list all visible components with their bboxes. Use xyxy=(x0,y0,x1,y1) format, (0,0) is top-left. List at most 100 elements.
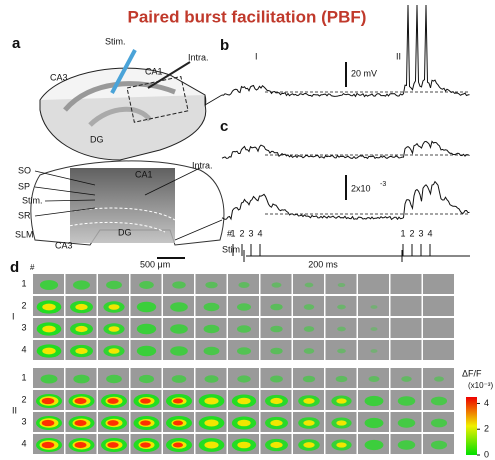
activity-blob xyxy=(237,420,250,427)
epoch-label: I xyxy=(255,51,258,61)
stim-number: 1 xyxy=(400,228,405,238)
activity-blob xyxy=(137,302,156,312)
image-tile xyxy=(391,340,422,360)
stim-number: 2 xyxy=(239,228,244,238)
activity-blob xyxy=(337,305,346,310)
activity-blob xyxy=(107,420,118,426)
activity-blob xyxy=(41,374,58,383)
activity-blob xyxy=(137,346,156,356)
row-label: 4 xyxy=(21,344,26,354)
figure: Paired burst facilitation (PBF) a b c d … xyxy=(0,0,495,460)
annotation: SO xyxy=(18,165,31,175)
activity-blob xyxy=(173,398,183,403)
activity-blob xyxy=(204,419,218,426)
image-tile xyxy=(358,274,389,294)
activity-blob xyxy=(368,376,379,382)
annotation: SP xyxy=(18,181,30,191)
stim-number: 2 xyxy=(409,228,414,238)
activity-blob xyxy=(205,282,217,289)
epoch-label: II xyxy=(396,51,401,61)
row-label: 2 xyxy=(21,394,26,404)
activity-blob xyxy=(237,347,251,355)
activity-blob xyxy=(170,346,188,355)
colorbar-label: ΔF/F xyxy=(462,368,482,378)
stim-number: 3 xyxy=(248,228,253,238)
activity-blob xyxy=(431,419,447,428)
activity-blob xyxy=(371,349,378,353)
activity-blob xyxy=(336,376,348,382)
activity-blob xyxy=(401,376,411,382)
activity-blob xyxy=(336,442,346,447)
activity-blob xyxy=(75,420,87,426)
activity-blob xyxy=(107,398,118,404)
stim-number: 4 xyxy=(427,228,432,238)
activity-blob xyxy=(305,283,314,288)
activity-blob xyxy=(205,375,219,383)
activity-blob xyxy=(204,347,220,356)
group-label: I xyxy=(12,311,15,321)
activity-blob xyxy=(42,304,56,311)
activity-blob xyxy=(106,281,122,290)
activity-blob xyxy=(303,398,314,404)
activity-blob xyxy=(270,326,282,333)
activity-blob xyxy=(270,304,282,311)
activity-blob xyxy=(108,348,119,354)
colorbar-tick-label: 2 xyxy=(484,424,489,434)
image-tile xyxy=(423,340,454,360)
activity-blob xyxy=(237,303,251,311)
interval-label: 200 ms xyxy=(308,259,338,269)
annotation: DG xyxy=(90,134,104,144)
annotation: SLM xyxy=(15,229,34,239)
activity-blob xyxy=(398,440,415,449)
activity-blob xyxy=(140,398,151,403)
activity-blob xyxy=(75,348,87,354)
activity-blob xyxy=(75,398,87,404)
activity-blob xyxy=(172,281,185,288)
annotation: Stim. xyxy=(105,36,126,46)
row-label: 1 xyxy=(21,372,26,382)
stim-number: 4 xyxy=(257,228,262,238)
stim-number: 1 xyxy=(230,228,235,238)
activity-blob xyxy=(270,376,283,383)
annotation: CA1 xyxy=(135,169,153,179)
activity-blob xyxy=(336,398,346,403)
annotation: CA1 xyxy=(145,66,163,76)
activity-blob xyxy=(338,283,346,287)
image-tile xyxy=(423,318,454,338)
colorbar-tick-label: 0 xyxy=(484,449,489,459)
activity-blob xyxy=(270,398,282,404)
activity-blob xyxy=(304,304,315,310)
activity-blob xyxy=(336,420,346,425)
activity-blob xyxy=(303,442,314,448)
activity-blob xyxy=(365,418,384,428)
activity-blob xyxy=(140,420,151,425)
activity-blob xyxy=(42,442,55,448)
activity-blob xyxy=(75,304,87,310)
row-label: 1 xyxy=(21,278,26,288)
activity-blob xyxy=(139,375,154,383)
annotation: Stim. xyxy=(22,195,43,205)
stim-label: Stim xyxy=(222,244,240,254)
activity-blob xyxy=(106,375,122,383)
activity-blob xyxy=(204,303,220,312)
group-label: II xyxy=(12,405,17,415)
activity-blob xyxy=(303,420,314,426)
panel-label: a xyxy=(12,35,21,52)
panel-label: d xyxy=(10,259,19,276)
activity-blob xyxy=(42,398,55,404)
colorbar-unit: (x10⁻³) xyxy=(468,381,493,390)
activity-blob xyxy=(73,375,89,384)
annotation: CA3 xyxy=(50,72,68,82)
image-tile xyxy=(391,274,422,294)
activity-blob xyxy=(398,418,415,427)
activity-blob xyxy=(237,375,250,382)
activity-blob xyxy=(270,348,282,355)
activity-blob xyxy=(108,326,119,332)
activity-blob xyxy=(365,396,384,406)
trace xyxy=(222,141,470,158)
image-tile xyxy=(423,296,454,316)
scale-bar-label: 500 μm xyxy=(140,259,170,269)
activity-blob xyxy=(173,442,183,447)
grid-hash: # xyxy=(30,263,35,272)
activity-blob xyxy=(204,441,218,448)
